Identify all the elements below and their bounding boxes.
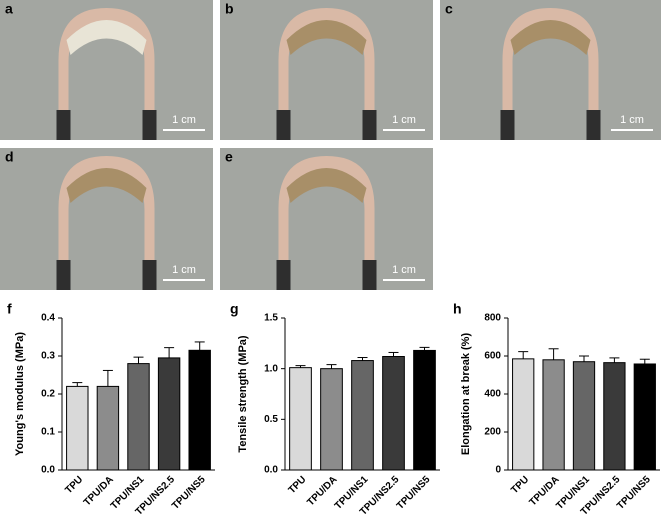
x-tick-label: TPU <box>509 474 531 496</box>
bar <box>157 357 181 471</box>
sample-arch <box>58 156 155 270</box>
bar <box>603 362 626 471</box>
scale-label: 1 cm <box>392 264 416 276</box>
sample-arch <box>278 8 375 120</box>
y-tick-label: 0.1 <box>41 427 55 438</box>
panel-label: f <box>7 301 12 317</box>
y-tick-label: 400 <box>484 389 501 400</box>
x-tick-label: TPU/NS5 <box>395 474 433 512</box>
bar <box>542 359 565 471</box>
clamp <box>142 260 157 290</box>
x-tick-label: TPU <box>63 474 85 496</box>
y-tick-label: 0.5 <box>264 414 278 425</box>
y-tick-label: 0.4 <box>41 313 55 324</box>
bar <box>413 349 436 471</box>
clamp <box>362 110 377 140</box>
y-tick-label: 0.0 <box>41 465 55 476</box>
x-tick-label: TPU <box>287 474 309 496</box>
y-tick-label: 0.2 <box>41 389 55 400</box>
y-tick-label: 1.5 <box>264 313 278 324</box>
clamp <box>56 110 71 140</box>
panel-label: d <box>5 149 14 165</box>
clamp <box>586 110 601 140</box>
panel-label: a <box>5 1 13 17</box>
y-axis-label: Tensile strength (MPa) <box>237 335 249 452</box>
bar <box>572 361 596 471</box>
bar <box>512 358 535 471</box>
x-tick-label: TPU/NS5 <box>615 474 653 512</box>
clamp <box>276 260 291 290</box>
sample-arch <box>58 8 155 120</box>
panel-label: e <box>225 149 233 165</box>
bar <box>127 363 150 471</box>
scale-label: 1 cm <box>620 114 644 126</box>
sample-arch <box>278 156 375 270</box>
bar <box>351 360 374 471</box>
clamp <box>500 110 515 140</box>
x-tick-label: TPU/NS5 <box>170 474 208 512</box>
y-tick-label: 0.3 <box>41 351 55 362</box>
panel-label: g <box>230 301 239 317</box>
scale-label: 1 cm <box>172 264 196 276</box>
sample-face <box>66 168 147 203</box>
clamp <box>276 110 291 140</box>
y-tick-label: 200 <box>484 427 501 438</box>
sample-arch <box>502 8 599 120</box>
sample-face <box>286 20 367 55</box>
bar <box>66 385 89 471</box>
bar <box>289 367 312 471</box>
clamp <box>142 110 157 140</box>
sample-face <box>286 168 367 203</box>
scale-label: 1 cm <box>392 114 416 126</box>
sample-face <box>66 20 147 55</box>
scale-label: 1 cm <box>172 114 196 126</box>
bar <box>188 349 211 471</box>
sample-face <box>510 20 591 55</box>
bar <box>320 368 343 471</box>
bar <box>382 356 405 471</box>
y-axis-label: Young's modulus (MPa) <box>14 332 26 456</box>
y-tick-label: 0 <box>495 465 501 476</box>
bar <box>633 363 656 471</box>
panel-label: b <box>225 1 234 17</box>
y-axis-label: Elongation at break (%) <box>460 333 472 456</box>
clamp <box>56 260 71 290</box>
y-tick-label: 600 <box>484 351 501 362</box>
y-tick-label: 800 <box>484 313 501 324</box>
y-tick-label: 1.0 <box>264 363 278 374</box>
clamp <box>362 260 377 290</box>
panel-label: h <box>453 301 462 317</box>
panel-label: c <box>445 1 453 17</box>
bar <box>96 385 120 471</box>
y-tick-label: 0.0 <box>264 465 278 476</box>
